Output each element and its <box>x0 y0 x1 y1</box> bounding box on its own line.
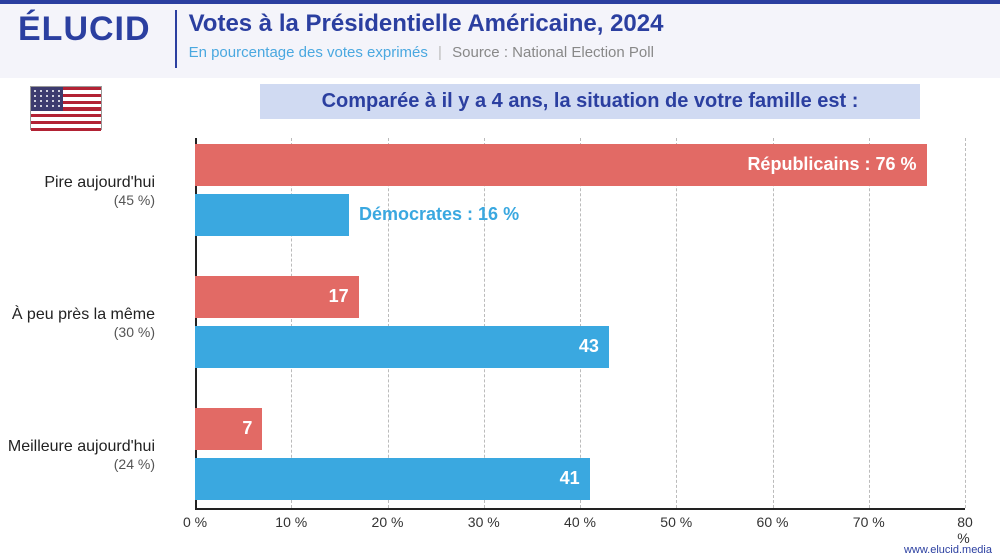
gridline <box>965 138 966 508</box>
gridline <box>676 138 677 508</box>
category-label: Pire aujourd'hui(45 %) <box>0 174 155 208</box>
gridline <box>580 138 581 508</box>
source-text: Source : National Election Poll <box>452 44 654 61</box>
category-label: À peu près la même(30 %) <box>0 306 155 340</box>
x-tick-label: 20 % <box>372 514 404 530</box>
bar-label-rep: Républicains : 76 % <box>747 154 916 175</box>
bar-label-dem: 43 <box>579 336 599 357</box>
brand-logo: ÉLUCID <box>18 10 151 46</box>
x-tick-label: 60 % <box>757 514 789 530</box>
x-tick-label: 10 % <box>275 514 307 530</box>
x-tick-label: 50 % <box>660 514 692 530</box>
footer-link[interactable]: www.elucid.media <box>904 544 992 556</box>
bar-label-dem: Démocrates : 16 % <box>359 204 519 225</box>
chart-subtitle: En pourcentage des votes exprimés | Sour… <box>189 44 982 61</box>
chart-title: Votes à la Présidentielle Américaine, 20… <box>189 10 982 38</box>
bar-label-dem: 41 <box>560 468 580 489</box>
bar-label-rep: 7 <box>242 418 252 439</box>
us-flag-icon <box>30 86 102 130</box>
chart-area: 0 %10 %20 %30 %40 %50 %60 %70 %80 %Pire … <box>0 128 1000 528</box>
bar-democrates <box>195 458 590 500</box>
x-axis <box>195 508 965 510</box>
gridline <box>484 138 485 508</box>
header-separator <box>175 10 177 68</box>
x-tick-label: 70 % <box>853 514 885 530</box>
gridline <box>388 138 389 508</box>
subtitle-sep: | <box>438 44 442 61</box>
header-text: Votes à la Présidentielle Américaine, 20… <box>189 10 982 61</box>
gridline <box>869 138 870 508</box>
category-label: Meilleure aujourd'hui(24 %) <box>0 438 155 472</box>
bar-democrates <box>195 194 349 236</box>
x-tick-label: 0 % <box>183 514 207 530</box>
x-tick-label: 40 % <box>564 514 596 530</box>
x-tick-label: 80 % <box>957 514 973 546</box>
header: ÉLUCID Votes à la Présidentielle América… <box>0 0 1000 78</box>
plot-area: 0 %10 %20 %30 %40 %50 %60 %70 %80 %Pire … <box>195 138 965 518</box>
subtitle-text: En pourcentage des votes exprimés <box>189 44 428 61</box>
gridline <box>773 138 774 508</box>
x-tick-label: 30 % <box>468 514 500 530</box>
bar-label-rep: 17 <box>329 286 349 307</box>
bar-democrates <box>195 326 609 368</box>
question-banner: Comparée à il y a 4 ans, la situation de… <box>260 84 920 119</box>
flag-canton <box>31 87 63 111</box>
